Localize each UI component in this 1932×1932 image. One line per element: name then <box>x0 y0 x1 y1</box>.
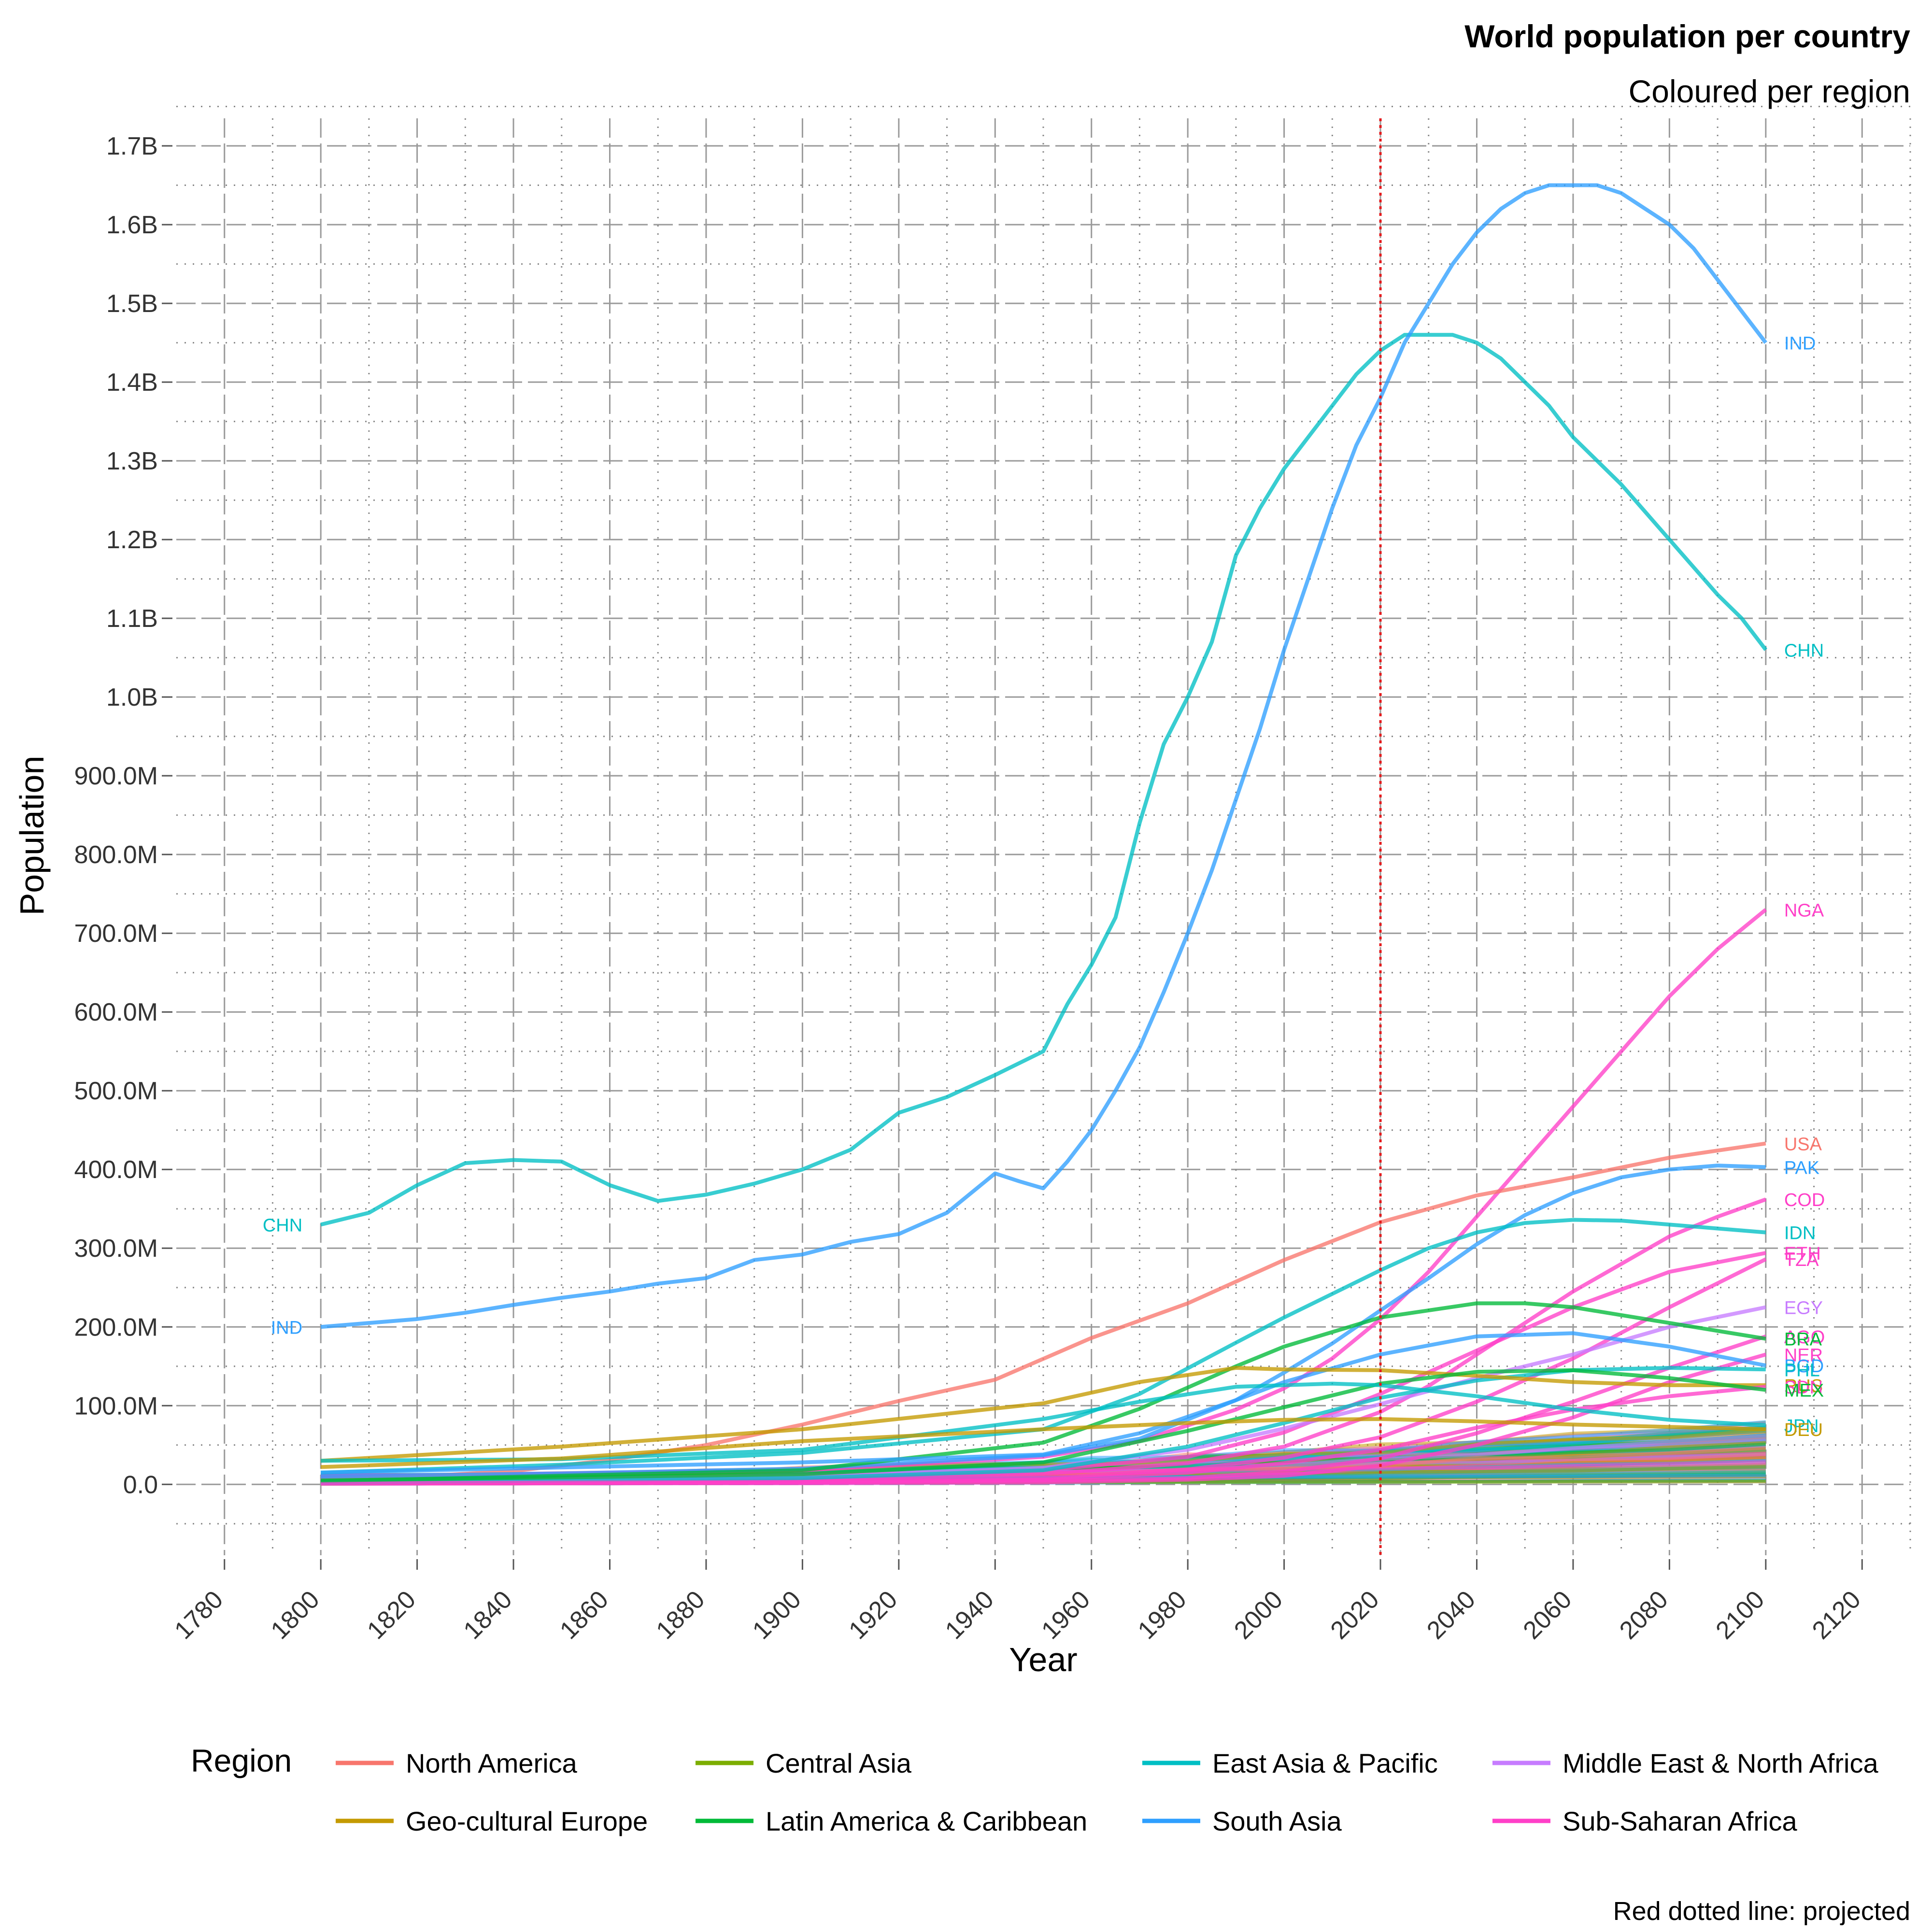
y-tick-label: 1.4B <box>106 369 158 397</box>
series-end-label-sdn: SDN <box>1784 1378 1823 1398</box>
x-tick-label: 2020 <box>1325 1585 1385 1645</box>
series-end-label-cod: COD <box>1784 1190 1825 1210</box>
series-lines <box>320 118 1768 1555</box>
series-line-mex <box>321 1368 1766 1483</box>
series-end-label-rus: RUS <box>1784 1376 1823 1396</box>
x-tick-label: 2060 <box>1518 1585 1577 1645</box>
series-line-bgd <box>321 1331 1766 1475</box>
y-tick-label: 1.6B <box>106 211 158 239</box>
x-tick-label: 1940 <box>940 1585 999 1645</box>
legend: Region North America Geo-cultural Europe Ce… <box>191 1743 1878 1836</box>
x-tick-label: 1920 <box>844 1585 903 1645</box>
y-tick-label: 600.0M <box>74 998 158 1026</box>
series-line-phl <box>321 1366 1766 1485</box>
series-end-label-deu: DEU <box>1784 1420 1823 1440</box>
grid <box>176 106 1911 1555</box>
y-tick-label: 1.5B <box>106 290 158 318</box>
series-line-deu <box>321 1417 1766 1469</box>
series-end-label-jpn: JPN <box>1784 1416 1819 1436</box>
series-end-label-bgd: BGD <box>1784 1356 1824 1377</box>
legend-label: Middle East & North Africa <box>1563 1748 1878 1778</box>
series-line-cod <box>321 1197 1767 1483</box>
series-line-chn <box>320 333 1768 1227</box>
y-tick-label: 400.0M <box>74 1156 158 1184</box>
x-tick-label: 1980 <box>1133 1585 1192 1645</box>
chart-title: World population per country <box>1464 18 1910 54</box>
x-tick-label: 1880 <box>651 1585 710 1645</box>
legend-label: Central Asia <box>766 1748 912 1778</box>
series-line-sdn <box>321 1385 1766 1485</box>
series-end-label-ago: AGO <box>1784 1327 1825 1348</box>
x-tick-label: 1800 <box>266 1585 325 1645</box>
y-tick-label: 1.7B <box>106 132 158 160</box>
legend-label: North America <box>406 1748 578 1778</box>
x-tick-label: 1900 <box>747 1585 807 1645</box>
legend-title: Region <box>191 1743 292 1778</box>
x-tick-label: 1960 <box>1036 1585 1095 1645</box>
series-end-label-bra: BRA <box>1784 1330 1822 1350</box>
y-tick-label: 900.0M <box>74 762 158 790</box>
y-tick-label: 1.3B <box>106 447 158 475</box>
y-tick-label: 1.2B <box>106 526 158 554</box>
y-tick-label: 200.0M <box>74 1313 158 1341</box>
legend-label: South Asia <box>1212 1806 1342 1836</box>
series-end-label-egy: EGY <box>1784 1298 1823 1319</box>
x-tick-label: 2120 <box>1807 1585 1866 1645</box>
x-tick-label: 2000 <box>1229 1585 1288 1645</box>
y-tick-label: 1.1B <box>106 605 158 633</box>
series-line-bra <box>321 1301 1766 1483</box>
x-tick-label: 1840 <box>458 1585 518 1645</box>
series-end-label-mex: MEX <box>1784 1381 1824 1401</box>
series-line-ind <box>320 183 1768 1329</box>
series-end-label-chn: CHN <box>1784 640 1824 661</box>
series-end-label-idn: IDN <box>1784 1223 1816 1244</box>
x-tick-label: 1860 <box>554 1585 614 1645</box>
series-end-label-tza: TZA <box>1784 1250 1819 1270</box>
legend-label: Latin America & Caribbean <box>766 1806 1087 1836</box>
legend-label: Geo-cultural Europe <box>406 1806 648 1836</box>
x-tick-label: 1780 <box>169 1585 228 1645</box>
series-end-label-pak: PAK <box>1784 1158 1819 1178</box>
x-tick-label: 2100 <box>1711 1585 1770 1645</box>
y-tick-label: 0.0 <box>123 1471 158 1499</box>
series-line-jpn <box>321 1381 1766 1463</box>
y-axis-title: Population <box>13 756 51 916</box>
series-end-label-ner: NER <box>1784 1345 1823 1365</box>
series-line-rus <box>320 1366 1766 1463</box>
series-end-label-phl: PHL <box>1784 1360 1820 1380</box>
series-end-label-usa: USA <box>1784 1134 1822 1154</box>
series-line-ner <box>321 1352 1766 1486</box>
axis-ticks: 0.0 100.0M 200.0M 300.0M 400.0M 500.0M 600.0M 7… <box>74 132 1866 1645</box>
series-start-label-chn: CHN <box>263 1215 302 1236</box>
x-tick-label: 2040 <box>1421 1585 1481 1645</box>
y-tick-label: 1.0B <box>106 683 158 711</box>
series-end-label-nga: NGA <box>1784 900 1824 921</box>
y-tick-label: 300.0M <box>74 1235 158 1263</box>
x-axis-title: Year <box>1009 1641 1077 1678</box>
y-tick-label: 700.0M <box>74 920 158 948</box>
series-end-label-ind: IND <box>1784 334 1816 354</box>
x-tick-label: 2080 <box>1614 1585 1674 1645</box>
series-start-label-ind: IND <box>271 1318 302 1338</box>
chart-caption: Red dotted line: projected <box>1613 1897 1910 1926</box>
legend-label: East Asia & Pacific <box>1212 1748 1438 1778</box>
y-tick-label: 500.0M <box>74 1077 158 1105</box>
series-end-label-eth: ETH <box>1784 1244 1821 1264</box>
y-tick-label: 100.0M <box>74 1392 158 1420</box>
y-tick-label: 800.0M <box>74 841 158 869</box>
chart-subtitle: Coloured per region <box>1629 73 1910 109</box>
legend-label: Sub-Saharan Africa <box>1563 1806 1797 1836</box>
x-tick-label: 1820 <box>362 1585 421 1645</box>
